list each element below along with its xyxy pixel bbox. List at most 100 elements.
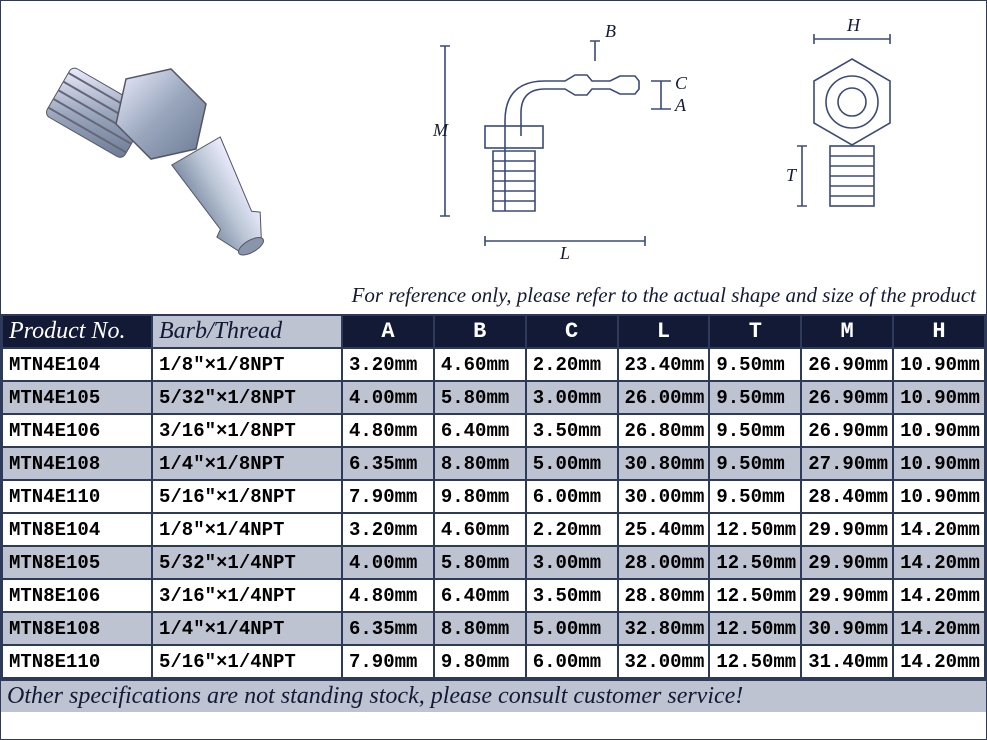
cell-dim: 9.50mm [709, 447, 801, 480]
table-row: MTN8E1063/16"×1/4NPT4.80mm6.40mm3.50mm28… [2, 579, 985, 612]
table-row: MTN4E1063/16"×1/8NPT4.80mm6.40mm3.50mm26… [2, 414, 985, 447]
cell-product-no: MTN4E104 [2, 348, 152, 381]
cell-dim: 2.20mm [526, 513, 618, 546]
cell-dim: 3.20mm [342, 348, 434, 381]
cell-product-no: MTN4E108 [2, 447, 152, 480]
cell-barb-thread: 5/32"×1/4NPT [152, 546, 342, 579]
cell-dim: 9.50mm [709, 381, 801, 414]
elbow-fitting-render-icon [21, 11, 331, 271]
cell-barb-thread: 1/8"×1/4NPT [152, 513, 342, 546]
cell-dim: 9.80mm [434, 645, 526, 678]
cell-barb-thread: 1/4"×1/4NPT [152, 612, 342, 645]
table-row: MTN8E1105/16"×1/4NPT7.90mm9.80mm6.00mm32… [2, 645, 985, 678]
cell-dim: 12.50mm [709, 612, 801, 645]
col-barb-thread: Barb/Thread [152, 315, 342, 348]
cell-dim: 28.00mm [618, 546, 710, 579]
cell-dim: 26.00mm [618, 381, 710, 414]
svg-text:M: M [432, 120, 449, 140]
cell-dim: 3.00mm [526, 381, 618, 414]
cell-product-no: MTN8E106 [2, 579, 152, 612]
figure-area: M L B A C H T [1, 1, 986, 281]
svg-text:L: L [559, 243, 570, 263]
cell-dim: 32.80mm [618, 612, 710, 645]
cell-dim: 7.90mm [342, 480, 434, 513]
cell-dim: 8.80mm [434, 612, 526, 645]
col-product: Product No. [2, 315, 152, 348]
cell-dim: 5.00mm [526, 447, 618, 480]
cell-dim: 29.90mm [801, 579, 893, 612]
svg-text:H: H [846, 15, 861, 35]
dimension-diagrams: M L B A C H T [351, 1, 986, 281]
cell-dim: 5.80mm [434, 546, 526, 579]
table-row: MTN8E1041/8"×1/4NPT3.20mm4.60mm2.20mm25.… [2, 513, 985, 546]
table-row: MTN8E1081/4"×1/4NPT6.35mm8.80mm5.00mm32.… [2, 612, 985, 645]
cell-dim: 10.90mm [893, 480, 985, 513]
cell-dim: 5.80mm [434, 381, 526, 414]
cell-dim: 4.60mm [434, 513, 526, 546]
cell-dim: 10.90mm [893, 447, 985, 480]
cell-dim: 28.80mm [618, 579, 710, 612]
cell-dim: 2.20mm [526, 348, 618, 381]
cell-barb-thread: 5/16"×1/8NPT [152, 480, 342, 513]
col-M: M [801, 315, 893, 348]
cell-dim: 27.90mm [801, 447, 893, 480]
cell-dim: 12.50mm [709, 645, 801, 678]
cell-dim: 31.40mm [801, 645, 893, 678]
cell-product-no: MTN4E110 [2, 480, 152, 513]
cell-dim: 26.90mm [801, 348, 893, 381]
product-render [1, 1, 351, 281]
col-T: T [709, 315, 801, 348]
cell-product-no: MTN8E108 [2, 612, 152, 645]
cell-dim: 14.20mm [893, 579, 985, 612]
cell-dim: 4.80mm [342, 414, 434, 447]
cell-product-no: MTN8E110 [2, 645, 152, 678]
col-C: C [526, 315, 618, 348]
cell-dim: 10.90mm [893, 381, 985, 414]
side-view-diagram-icon: M L B A C [375, 11, 715, 271]
cell-dim: 9.50mm [709, 480, 801, 513]
table-row: MTN4E1055/32"×1/8NPT4.00mm5.80mm3.00mm26… [2, 381, 985, 414]
cell-dim: 6.35mm [342, 612, 434, 645]
cell-dim: 9.50mm [709, 348, 801, 381]
cell-dim: 26.90mm [801, 414, 893, 447]
cell-dim: 14.20mm [893, 612, 985, 645]
cell-barb-thread: 5/32"×1/8NPT [152, 381, 342, 414]
cell-dim: 4.00mm [342, 546, 434, 579]
table-row: MTN4E1041/8"×1/8NPT3.20mm4.60mm2.20mm23.… [2, 348, 985, 381]
cell-dim: 8.80mm [434, 447, 526, 480]
cell-dim: 14.20mm [893, 645, 985, 678]
svg-text:T: T [786, 165, 798, 185]
cell-dim: 4.60mm [434, 348, 526, 381]
cell-dim: 10.90mm [893, 348, 985, 381]
cell-dim: 3.00mm [526, 546, 618, 579]
cell-dim: 30.00mm [618, 480, 710, 513]
cell-dim: 26.80mm [618, 414, 710, 447]
table-row: MTN4E1081/4"×1/8NPT6.35mm8.80mm5.00mm30.… [2, 447, 985, 480]
table-row: MTN4E1105/16"×1/8NPT7.90mm9.80mm6.00mm30… [2, 480, 985, 513]
table-header-row: Product No. Barb/Thread A B C L T M H [2, 315, 985, 348]
cell-barb-thread: 3/16"×1/4NPT [152, 579, 342, 612]
cell-dim: 9.80mm [434, 480, 526, 513]
cell-dim: 14.20mm [893, 513, 985, 546]
cell-dim: 4.80mm [342, 579, 434, 612]
cell-dim: 7.90mm [342, 645, 434, 678]
cell-product-no: MTN4E105 [2, 381, 152, 414]
cell-dim: 12.50mm [709, 513, 801, 546]
cell-dim: 10.90mm [893, 414, 985, 447]
svg-text:B: B [605, 21, 616, 41]
cell-dim: 12.50mm [709, 546, 801, 579]
cell-dim: 30.90mm [801, 612, 893, 645]
cell-dim: 4.00mm [342, 381, 434, 414]
cell-dim: 28.40mm [801, 480, 893, 513]
cell-barb-thread: 3/16"×1/8NPT [152, 414, 342, 447]
cell-barb-thread: 1/4"×1/8NPT [152, 447, 342, 480]
cell-dim: 3.20mm [342, 513, 434, 546]
cell-dim: 6.00mm [526, 480, 618, 513]
cell-dim: 29.90mm [801, 546, 893, 579]
cell-dim: 30.80mm [618, 447, 710, 480]
cell-dim: 6.35mm [342, 447, 434, 480]
cell-barb-thread: 5/16"×1/4NPT [152, 645, 342, 678]
cell-barb-thread: 1/8"×1/8NPT [152, 348, 342, 381]
cell-dim: 14.20mm [893, 546, 985, 579]
cell-dim: 26.90mm [801, 381, 893, 414]
